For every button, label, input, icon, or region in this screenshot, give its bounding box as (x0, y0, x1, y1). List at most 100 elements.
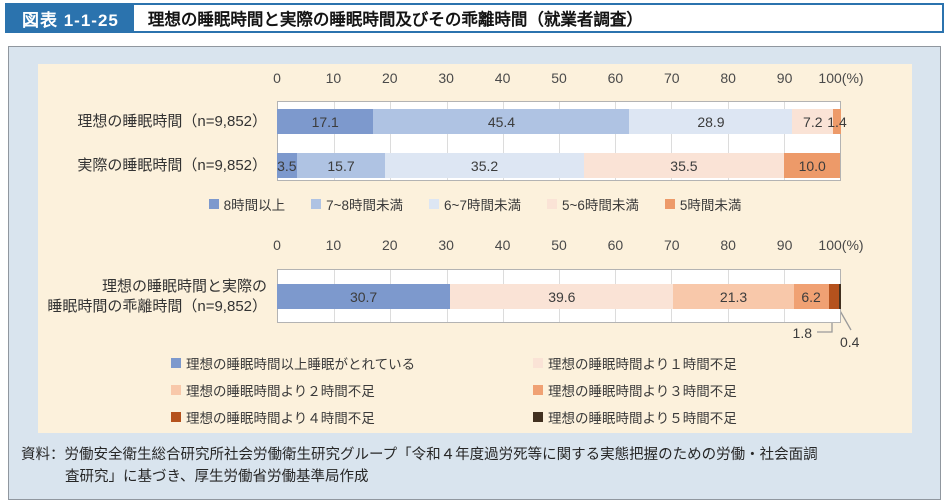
axis-tick: 90 (776, 70, 793, 86)
legend-item: 理想の睡眠時間以上睡眠がとれている (171, 353, 415, 373)
stacked-bar: 3.5 15.7 35.2 35.5 10.0 (277, 153, 841, 178)
legend-swatch (171, 385, 181, 395)
axis-tick: 20 (382, 70, 398, 86)
legend-label: 5時間未満 (679, 198, 742, 213)
bar-segment: 7.2 (792, 109, 834, 134)
axis-tick: 20 (382, 237, 398, 253)
bar-segment: 45.4 (373, 109, 630, 134)
axis-tick: 40 (494, 237, 511, 253)
category-label: 理想の睡眠時間と実際の 睡眠時間の乖離時間（n=9,852） (47, 277, 267, 315)
gridline (615, 102, 617, 180)
bar-segment: 30.7 (277, 284, 451, 309)
bar-segment (838, 284, 841, 309)
value-label: 28.9 (697, 113, 725, 130)
callout-label-4hour-gap: 1.8 (792, 325, 812, 341)
chart-panel: 1.8 0.4 0 10 20 30 40 50 60 70 80 90 100(%) 17.1 45.… (38, 64, 912, 433)
axis-tick: 0 (273, 237, 281, 253)
legend-swatch (546, 199, 557, 209)
legend-swatch (171, 358, 181, 368)
legend-item: 理想の睡眠時間より５時間不足 (533, 407, 737, 427)
axis-tick: 60 (607, 70, 624, 86)
legend-item: 5時間未満 (664, 194, 742, 214)
legend-swatch (664, 199, 675, 209)
legend-label: 7~8時間未満 (326, 198, 404, 213)
gridline (559, 102, 560, 180)
legend-item: 理想の睡眠時間より２時間不足 (171, 380, 375, 400)
legend-label: 5~6時間未満 (561, 198, 639, 213)
legend-swatch (533, 358, 543, 368)
legend-label: 理想の睡眠時間より２時間不足 (186, 384, 375, 399)
legend-swatch (533, 412, 543, 422)
axis-tick: 80 (720, 70, 736, 86)
legend-item: 7~8時間未満 (311, 194, 403, 214)
axis-tick: 0 (273, 70, 281, 86)
axis-tick: 90 (776, 237, 793, 253)
bar-segment: 35.5 (583, 153, 785, 178)
value-label: 35.2 (470, 157, 499, 174)
legend-label: 理想の睡眠時間より５時間不足 (548, 411, 737, 426)
legend-item: 理想の睡眠時間より４時間不足 (171, 407, 375, 427)
axis-tick: 70 (664, 70, 680, 86)
source-line-1: 資料：労働安全衛生総合研究所社会労働衛生研究グループ「令和４年度過労死等に関する… (21, 447, 818, 463)
gridline (671, 102, 673, 180)
value-label: 21.3 (719, 288, 748, 305)
gridline (334, 102, 336, 180)
figure-number-badge: 図表 1-1-25 (7, 5, 134, 31)
legend-swatch (171, 412, 181, 422)
legend-label: 理想の睡眠時間より３時間不足 (548, 384, 737, 399)
stacked-bar: 17.1 45.4 28.9 7.2 1.4 (277, 109, 847, 134)
x-axis: 0 10 20 30 40 50 60 70 80 90 100(%) (38, 237, 912, 255)
legend-item: 6~7時間未満 (429, 194, 521, 214)
legend-item: 理想の睡眠時間より３時間不足 (533, 380, 737, 400)
legend-label: 8時間以上 (223, 198, 286, 213)
bar-segment (828, 284, 839, 309)
bar-segment: 21.3 (673, 284, 794, 309)
figure-header: 図表 1-1-25 理想の睡眠時間と実際の睡眠時間及びその乖離時間（就業者調査） (5, 3, 944, 33)
value-label: 3.5 (277, 157, 297, 174)
bar-segment: 1.4 (827, 109, 847, 134)
legend-label: 6~7時間未満 (444, 198, 521, 213)
legend-swatch (311, 199, 322, 209)
legend-label: 理想の睡眠時間以上睡眠がとれている (186, 357, 416, 372)
bar-segment: 10.0 (784, 153, 841, 178)
value-label: 17.1 (311, 113, 339, 130)
bar-segment: 3.5 (277, 153, 297, 178)
axis-tick: 30 (438, 237, 454, 253)
axis-tick: 100(%) (818, 237, 864, 253)
axis-tick: 10 (325, 237, 342, 253)
gridline (783, 102, 785, 180)
value-label: 30.7 (349, 288, 378, 305)
gridline (727, 102, 729, 180)
legend-item: 5~6時間未満 (546, 194, 639, 214)
axis-tick: 30 (438, 70, 454, 86)
legend: 8時間以上 7~8時間未満 6~7時間未満 5~6時間未満 5時間未満 (38, 194, 912, 214)
gridline (390, 102, 392, 180)
axis-tick: 100(%) (818, 70, 864, 86)
bar-segment: 6.2 (793, 284, 829, 309)
value-label: 15.7 (327, 157, 355, 174)
category-label: 実際の睡眠時間（n=9,852） (77, 156, 267, 174)
value-label: 35.5 (670, 157, 698, 174)
value-label: 6.2 (801, 288, 821, 305)
gridline (446, 102, 448, 180)
legend-label: 理想の睡眠時間より４時間不足 (186, 411, 375, 426)
value-label: 39.6 (548, 288, 576, 305)
value-label: 1.4 (827, 113, 847, 130)
source-note: 資料：労働安全衛生総合研究所社会労働衛生研究グループ「令和４年度過労死等に関する… (21, 444, 818, 488)
figure-title: 理想の睡眠時間と実際の睡眠時間及びその乖離時間（就業者調査） (147, 11, 643, 29)
bar-segment: 35.2 (385, 153, 584, 178)
axis-tick: 60 (607, 237, 624, 253)
value-label: 45.4 (487, 113, 516, 130)
bar-segment: 39.6 (450, 284, 674, 309)
legend-swatch (533, 385, 543, 395)
bar-segment: 17.1 (277, 109, 374, 134)
bar-segment: 28.9 (629, 109, 793, 134)
value-label: 10.0 (798, 157, 826, 174)
x-axis: 0 10 20 30 40 50 60 70 80 90 100(%) (38, 70, 912, 88)
bar-segment: 15.7 (296, 153, 386, 178)
axis-tick: 80 (720, 237, 736, 253)
value-label: 7.2 (803, 113, 823, 130)
axis-tick: 50 (551, 237, 567, 253)
legend-swatch (208, 199, 219, 209)
gridline (502, 102, 504, 180)
